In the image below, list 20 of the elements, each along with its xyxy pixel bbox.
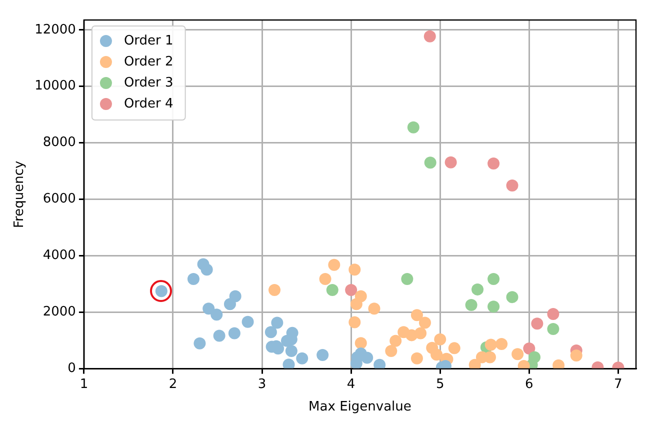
x-tick-label: 1 bbox=[80, 376, 88, 392]
legend-label: Order 4 bbox=[124, 96, 174, 112]
y-tick-label: 8000 bbox=[42, 135, 76, 150]
y-axis-title: Frequency bbox=[12, 160, 28, 228]
legend-label: Order 1 bbox=[124, 33, 174, 48]
y-tick-label: 4000 bbox=[42, 248, 76, 264]
y-tick-label: 6000 bbox=[42, 192, 76, 207]
legend-label: Order 3 bbox=[124, 75, 174, 90]
y-tick-label: 2000 bbox=[42, 304, 76, 320]
y-tick-label: 12000 bbox=[34, 22, 76, 38]
y-tick-label: 0 bbox=[68, 361, 76, 376]
x-tick-label: 2 bbox=[168, 376, 178, 392]
y-tick-label: 10000 bbox=[34, 78, 76, 94]
x-tick-label: 4 bbox=[346, 376, 356, 392]
x-tick-label: 5 bbox=[436, 376, 444, 392]
x-axis-title: Max Eigenvalue bbox=[308, 400, 412, 415]
x-tick-label: 6 bbox=[525, 376, 534, 392]
x-tick-label: 7 bbox=[614, 376, 622, 392]
x-tick-label: 3 bbox=[258, 376, 266, 392]
legend-label: Order 2 bbox=[124, 54, 174, 70]
